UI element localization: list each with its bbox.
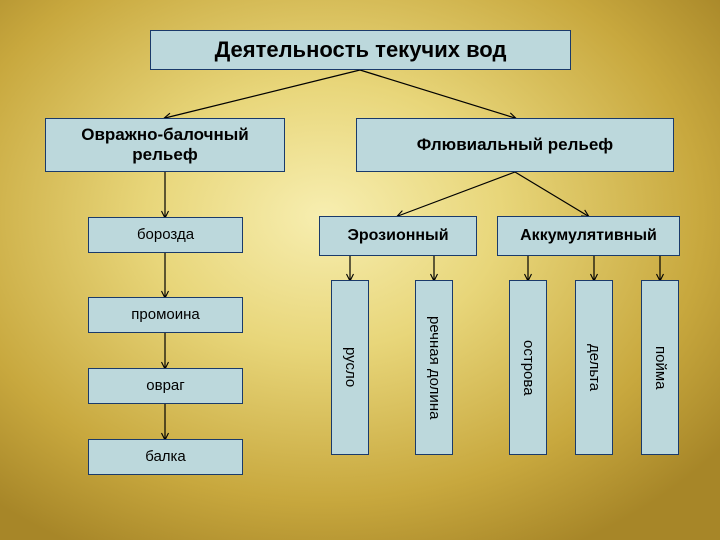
- node-del: дельта: [575, 280, 613, 455]
- node-ovg: овраг: [88, 368, 243, 404]
- node-rus: русло: [331, 280, 369, 455]
- node-bal: балка: [88, 439, 243, 475]
- node-root: Деятельность текучих вод: [150, 30, 571, 70]
- node-bor: борозда: [88, 217, 243, 253]
- edge-flu-akk: [515, 172, 588, 216]
- edge-root-flu: [360, 70, 515, 118]
- node-ovr: Овражно-балочный рельеф: [45, 118, 285, 172]
- node-dol: речная долина: [415, 280, 453, 455]
- node-pro: промоина: [88, 297, 243, 333]
- node-ost: острова: [509, 280, 547, 455]
- node-ero: Эрозионный: [319, 216, 477, 256]
- node-flu: Флювиальный рельеф: [356, 118, 674, 172]
- node-poi: пойма: [641, 280, 679, 455]
- edge-root-ovr: [165, 70, 360, 118]
- node-akk: Аккумулятивный: [497, 216, 680, 256]
- edge-flu-ero: [398, 172, 515, 216]
